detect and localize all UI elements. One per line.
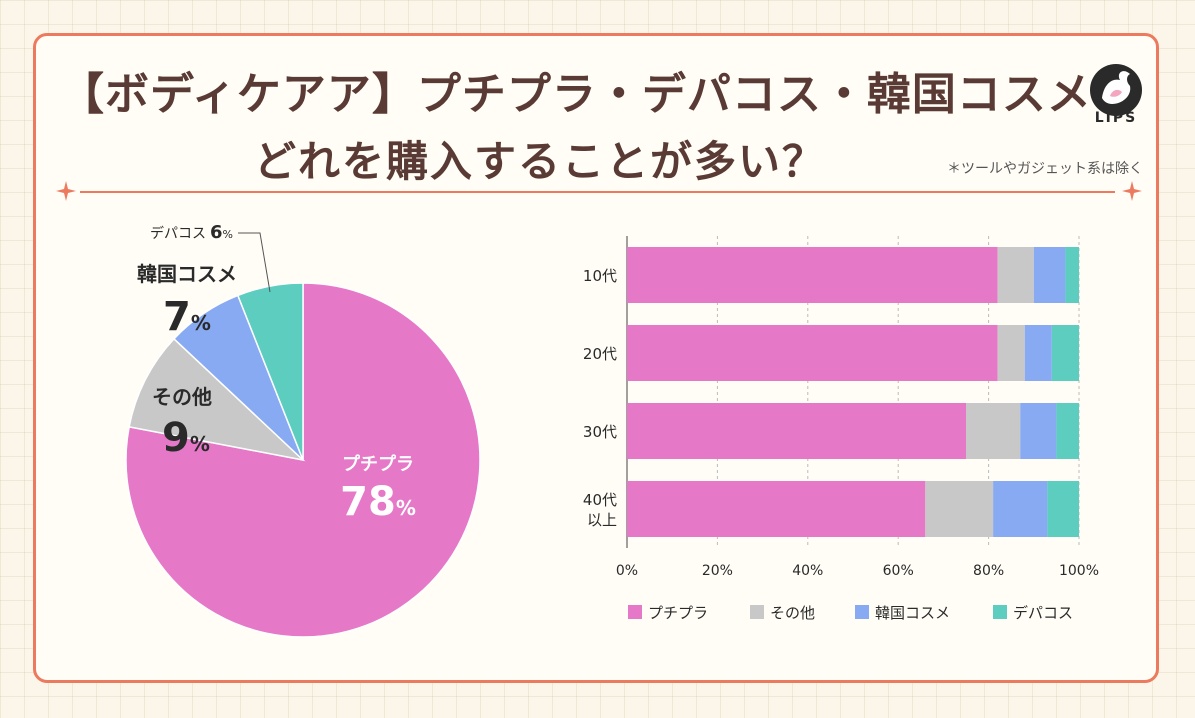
chart-title-line1: 【ボディケアア】プチプラ・デパコス・韓国コスメ (60, 69, 1092, 120)
chart-title-line2: どれを購入することが多い？ (253, 137, 826, 186)
lips-logo-icon (1090, 64, 1142, 116)
footnote: ＊ツールやガジェット系は除く (947, 161, 1143, 177)
sparkle-icon (56, 181, 76, 201)
sparkle-icon (1122, 181, 1142, 201)
divider-line (80, 191, 1115, 193)
brand-name: LIPS (1094, 110, 1138, 126)
